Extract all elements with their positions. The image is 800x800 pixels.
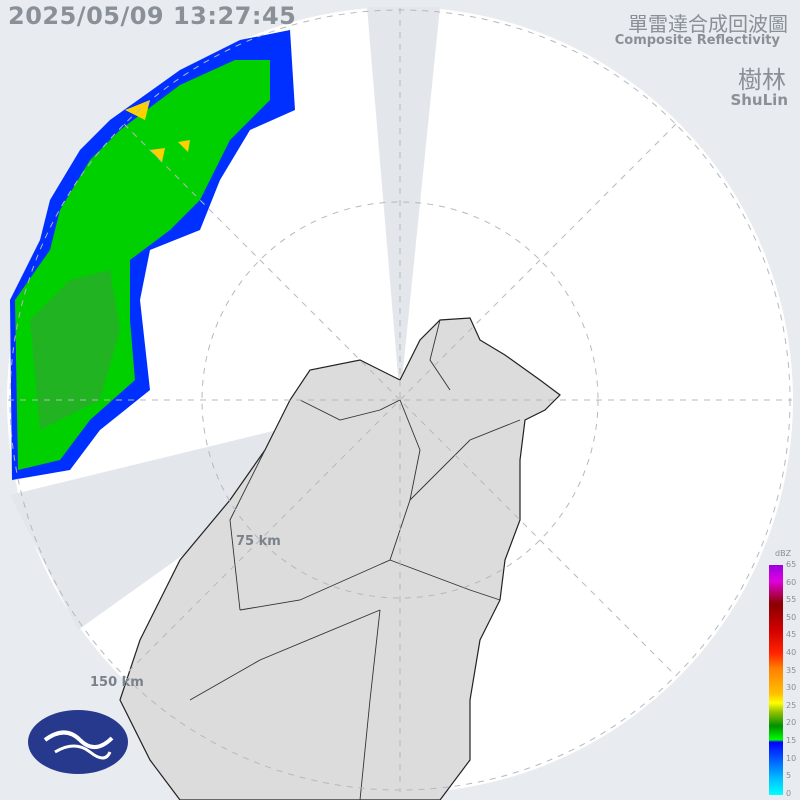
legend-tick: 5 <box>786 771 792 781</box>
county-boundaries <box>189 319 521 800</box>
timestamp: 2025/05/09 13:27:45 <box>8 2 297 30</box>
legend-tick: 10 <box>786 753 797 763</box>
range-label-150: 150 km <box>90 675 144 690</box>
legend-colorbar <box>769 565 783 795</box>
range-grid <box>8 8 792 792</box>
station-en: ShuLin <box>730 91 788 109</box>
title-en: Composite Reflectivity <box>614 33 780 48</box>
station-zh: 樹林 <box>738 66 786 94</box>
echo-area <box>10 30 295 480</box>
legend-tick: 15 <box>786 736 797 745</box>
legend-tick: 45 <box>786 630 797 640</box>
legend-unit: dBZ <box>775 549 792 558</box>
legend-tick: 50 <box>786 612 797 622</box>
taiwan-landmass <box>119 317 561 800</box>
legend-tick: 65 <box>786 560 797 569</box>
legend-tick: 60 <box>786 577 797 587</box>
legend-tick: 25 <box>786 700 797 710</box>
cwa-logo <box>28 710 128 774</box>
legend-tick: 40 <box>786 648 797 657</box>
legend-tick: 0 <box>786 788 792 798</box>
legend-tick: 35 <box>786 665 797 675</box>
legend-tick: 30 <box>786 683 797 693</box>
title-zh: 單雷達合成回波圖 <box>628 12 788 36</box>
legend-tick: 55 <box>786 595 797 605</box>
range-label-75: 75 km <box>236 534 281 549</box>
legend-tick: 20 <box>786 718 797 728</box>
blocked-sector-north <box>367 7 440 400</box>
